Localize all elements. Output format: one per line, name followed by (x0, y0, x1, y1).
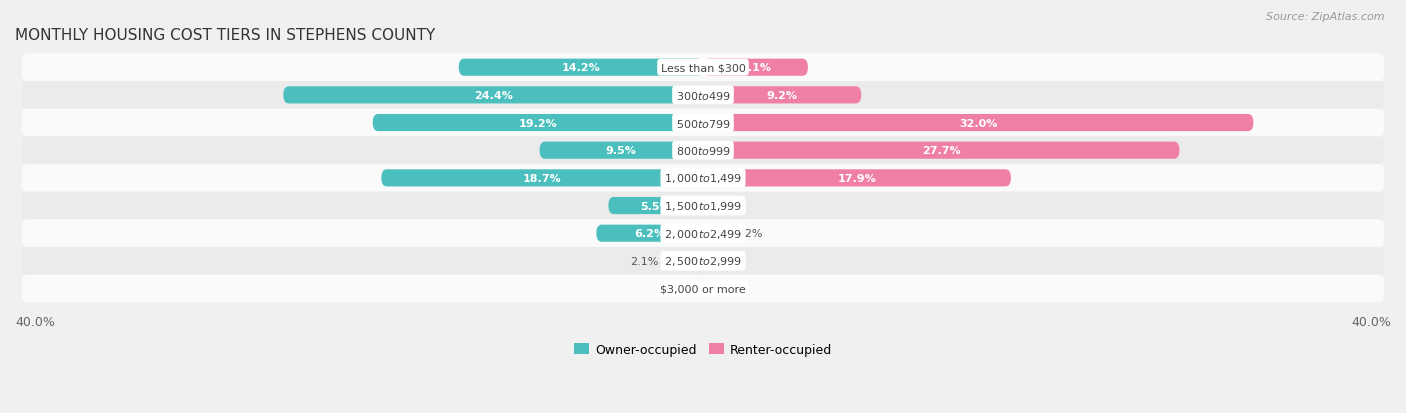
Text: MONTHLY HOUSING COST TIERS IN STEPHENS COUNTY: MONTHLY HOUSING COST TIERS IN STEPHENS C… (15, 28, 436, 43)
Text: 18.7%: 18.7% (523, 173, 561, 183)
FancyBboxPatch shape (540, 142, 703, 159)
Text: $500 to $799: $500 to $799 (675, 117, 731, 129)
FancyBboxPatch shape (21, 109, 1385, 137)
Text: Source: ZipAtlas.com: Source: ZipAtlas.com (1267, 12, 1385, 22)
FancyBboxPatch shape (609, 197, 703, 215)
FancyBboxPatch shape (21, 54, 1385, 82)
Text: $1,500 to $1,999: $1,500 to $1,999 (664, 199, 742, 213)
FancyBboxPatch shape (666, 253, 703, 270)
FancyBboxPatch shape (703, 170, 1011, 187)
Text: 32.0%: 32.0% (959, 118, 997, 128)
Text: 40.0%: 40.0% (1351, 315, 1391, 328)
FancyBboxPatch shape (703, 59, 808, 76)
FancyBboxPatch shape (21, 220, 1385, 247)
Text: 14.2%: 14.2% (561, 63, 600, 73)
Text: 0.0%: 0.0% (711, 284, 740, 294)
Text: 19.2%: 19.2% (519, 118, 557, 128)
FancyBboxPatch shape (21, 82, 1385, 109)
Text: $300 to $499: $300 to $499 (675, 90, 731, 102)
Text: 5.5%: 5.5% (640, 201, 671, 211)
Text: 27.7%: 27.7% (922, 146, 960, 156)
FancyBboxPatch shape (703, 142, 1180, 159)
Text: 40.0%: 40.0% (15, 315, 55, 328)
FancyBboxPatch shape (702, 280, 703, 297)
FancyBboxPatch shape (21, 275, 1385, 303)
Text: 0.92%: 0.92% (727, 229, 763, 239)
FancyBboxPatch shape (21, 137, 1385, 165)
FancyBboxPatch shape (458, 59, 703, 76)
FancyBboxPatch shape (703, 87, 862, 104)
Text: 2.1%: 2.1% (630, 256, 658, 266)
FancyBboxPatch shape (373, 115, 703, 132)
FancyBboxPatch shape (596, 225, 703, 242)
Text: $800 to $999: $800 to $999 (675, 145, 731, 157)
Text: Less than $300: Less than $300 (661, 63, 745, 73)
Text: 6.2%: 6.2% (634, 229, 665, 239)
FancyBboxPatch shape (21, 165, 1385, 192)
Text: 24.4%: 24.4% (474, 90, 513, 101)
Text: $1,000 to $1,499: $1,000 to $1,499 (664, 172, 742, 185)
Text: 9.5%: 9.5% (606, 146, 637, 156)
FancyBboxPatch shape (703, 225, 718, 242)
FancyBboxPatch shape (284, 87, 703, 104)
Text: $2,000 to $2,499: $2,000 to $2,499 (664, 227, 742, 240)
Legend: Owner-occupied, Renter-occupied: Owner-occupied, Renter-occupied (568, 338, 838, 361)
Text: 17.9%: 17.9% (838, 173, 876, 183)
Text: 6.1%: 6.1% (740, 63, 770, 73)
Text: 9.2%: 9.2% (766, 90, 797, 101)
Text: $2,500 to $2,999: $2,500 to $2,999 (664, 255, 742, 268)
Text: 0.0%: 0.0% (711, 201, 740, 211)
FancyBboxPatch shape (703, 115, 1253, 132)
Text: 0.11%: 0.11% (657, 284, 693, 294)
FancyBboxPatch shape (21, 192, 1385, 220)
FancyBboxPatch shape (21, 247, 1385, 275)
FancyBboxPatch shape (381, 170, 703, 187)
Text: $3,000 or more: $3,000 or more (661, 284, 745, 294)
Text: 0.0%: 0.0% (711, 256, 740, 266)
